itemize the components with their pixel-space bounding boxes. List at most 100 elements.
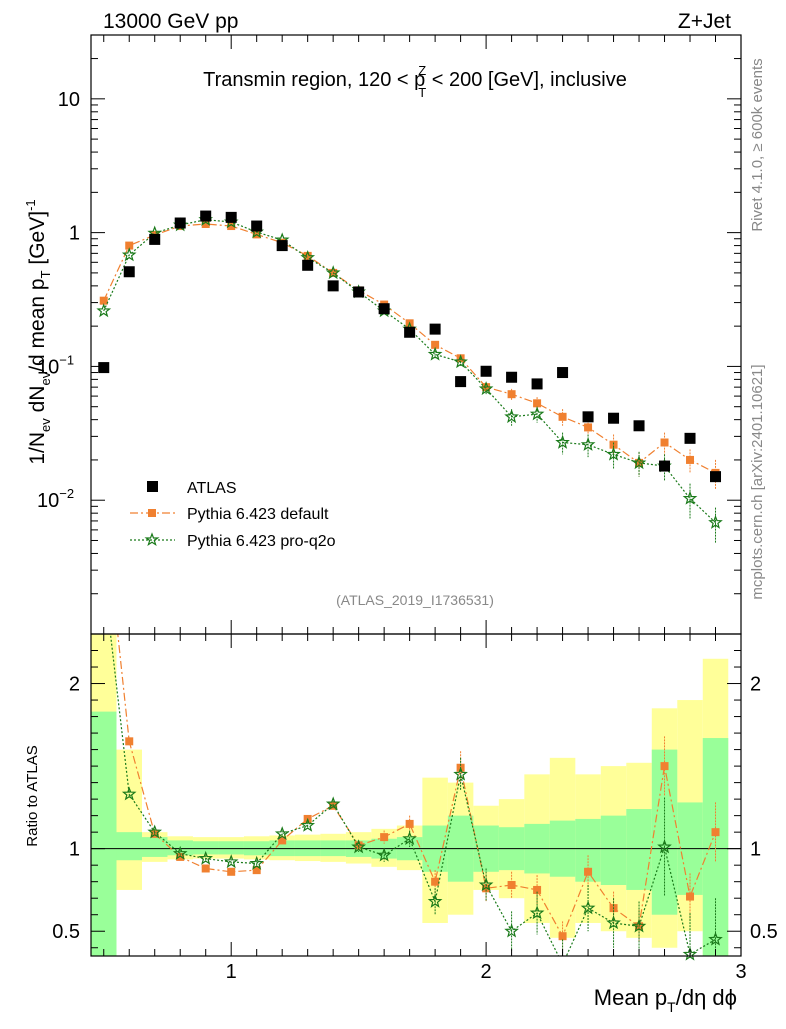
ylabel-part-1: 1/N [26,432,49,465]
main-ytick-label-3: 10−2 [37,486,74,512]
ratio-marker-default-23 [686,892,695,901]
legend-label-atlas: ATLAS [187,480,237,497]
ratio-band-outer-1 [116,749,142,890]
ratio-ytick-label-left-0: 0.5 [52,921,80,943]
ratio-marker-proq2o-17 [529,905,545,920]
main-marker-atlas-6 [251,220,263,232]
ratio-band-inner-0 [91,711,117,956]
ratio-marker-proq2o-9 [325,796,341,811]
ylabel-part-2: dN [26,386,49,419]
ratio-marker-proq2o-2 [147,824,163,839]
legend-label-proq2o: Pythia 6.423 pro-q2o [187,533,336,550]
main-marker-atlas-7 [276,240,288,252]
main-marker-proq2o-24 [708,514,723,529]
main-marker-atlas-1 [123,266,135,278]
ratio-marker-default-5 [227,867,236,876]
ratio-marker-proq2o-14 [453,766,468,781]
ratio-marker-proq2o-21 [631,918,647,933]
title-subscript: T [418,85,426,100]
legend-marker-atlas [147,481,158,492]
main-marker-atlas-3 [174,217,186,229]
header-process-label: Z+Jet [678,10,731,33]
main-marker-default-17 [533,399,542,408]
x-axis-label: Mean pT/dη dϕ [594,985,737,1015]
ratio-marker-proq2o-5 [223,854,239,869]
ratio-marker-default-22 [660,762,669,771]
main-marker-atlas-22 [659,460,671,472]
ratio-xtick-label-2: 3 [735,961,746,983]
main-marker-proq2o-20 [606,446,621,461]
ratio-marker-default-24 [711,828,720,837]
ratio-band-inner-2 [141,837,168,857]
main-marker-atlas-19 [582,411,594,423]
xlabel-part-1: Mean p [594,985,667,1010]
main-marker-default-4 [201,220,210,229]
main-marker-default-0 [99,296,108,305]
main-marker-atlas-15 [480,365,492,377]
legend-label-default: Pythia 6.423 default [187,506,329,523]
legend-marker-default [148,509,156,517]
ratio-marker-default-19 [584,867,593,876]
legend-marker-proq2o [144,532,160,547]
main-marker-proq2o-21 [631,455,647,470]
ratio-ytick-label-left-2: 2 [69,674,80,696]
main-marker-proq2o-14 [453,354,468,369]
ratio-marker-proq2o-10 [351,839,367,854]
main-marker-proq2o-16 [504,409,519,424]
main-marker-proq2o-19 [580,436,596,451]
main-marker-proq2o-13 [427,346,443,361]
ylabel-part-3: /d mean p [26,278,49,371]
ratio-marker-proq2o-6 [249,855,265,870]
title-superscript: Z [418,63,426,78]
ratio-marker-proq2o-1 [121,786,137,801]
main-marker-default-5 [227,222,236,231]
main-marker-atlas-10 [353,286,365,298]
ratio-ytick-label-right-1: 1 [750,839,761,861]
main-ytick-label-1: 1 [69,223,80,245]
rivet-version-label: Rivet 4.1.0, ≥ 600k events [749,58,766,231]
ratio-marker-default-17 [533,885,542,894]
main-marker-default-23 [686,455,695,464]
ylabel-sub-2: ev [38,371,53,385]
main-marker-atlas-23 [684,432,696,444]
main-marker-proq2o-9 [325,265,341,280]
main-marker-default-13 [431,340,440,349]
ylabel-sub-1: ev [38,418,53,432]
ratio-y-axis-label: Ratio to ATLAS [24,745,41,846]
main-marker-atlas-13 [429,323,441,335]
main-marker-atlas-24 [710,471,722,483]
main-marker-atlas-9 [327,280,339,292]
ratio-marker-proq2o-20 [606,915,621,930]
ratio-marker-default-4 [201,864,210,873]
header-energy-label: 13000 GeV pp [103,10,238,33]
series-layer [96,210,723,961]
main-marker-atlas-18 [557,367,569,379]
main-marker-atlas-14 [455,376,467,388]
main-line-proq2o [103,219,716,524]
ratio-plot-frame [90,633,742,957]
ratio-marker-proq2o-3 [172,845,188,860]
main-marker-atlas-11 [378,303,390,315]
ratio-marker-default-13 [431,877,440,886]
main-marker-default-20 [609,440,618,449]
main-marker-atlas-17 [531,378,543,390]
main-marker-proq2o-17 [529,406,545,421]
ratio-marker-proq2o-23 [682,946,698,961]
ratio-band-inner-1 [116,832,142,861]
ratio-marker-proq2o-22 [657,839,672,854]
main-marker-proq2o-0 [96,303,112,318]
ratio-marker-default-12 [405,819,414,828]
main-marker-atlas-8 [302,259,314,271]
ylabel-sub-3: T [38,270,53,278]
main-ytick-label-0: 10 [58,89,80,111]
ratio-xtick-label-0: 1 [226,961,237,983]
ratio-marker-proq2o-8 [300,817,316,832]
ratio-marker-default-1 [125,737,134,746]
main-marker-default-1 [125,241,134,250]
main-marker-proq2o-1 [121,247,137,262]
ratio-ytick-label-left-1: 1 [69,839,80,861]
main-marker-atlas-4 [200,210,212,222]
ratio-marker-proq2o-16 [504,923,519,938]
